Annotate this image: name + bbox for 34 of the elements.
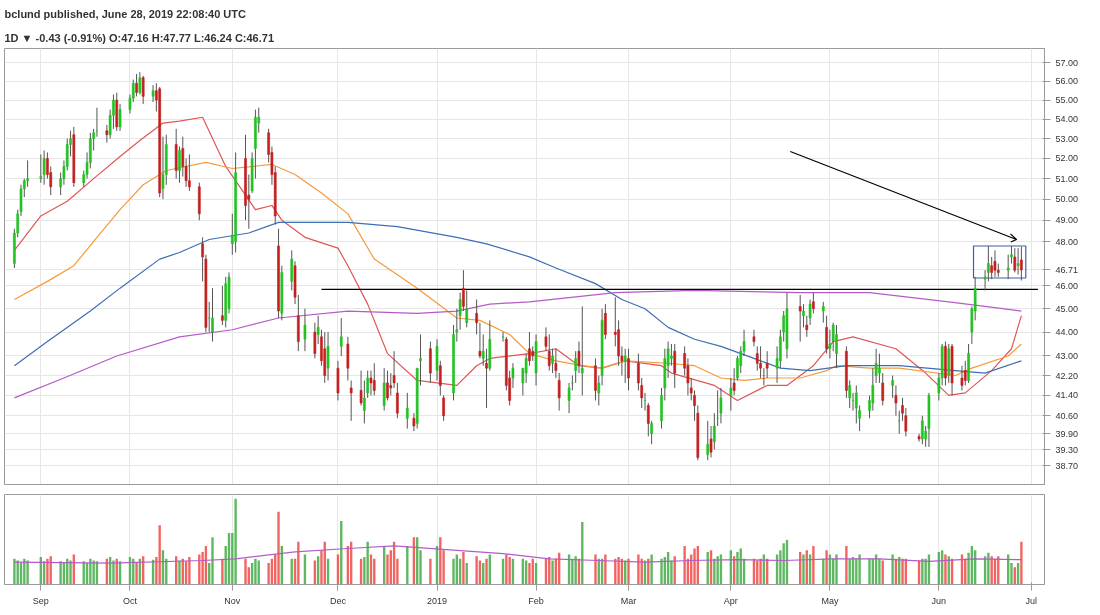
y-tick-label: 56.00 (1055, 76, 1079, 87)
x-tick-label: Oct (122, 595, 138, 606)
x-tick-label: 2019 (427, 595, 448, 606)
y-tick-label: 39.30 (1055, 444, 1079, 455)
y-tick-label: 52.00 (1055, 153, 1079, 164)
y-tick-label: 46.71 (1055, 264, 1079, 275)
y-tick-label: 42.20 (1055, 370, 1079, 381)
y-tick-label: 49.00 (1055, 215, 1079, 226)
y-tick-label: 51.00 (1055, 173, 1079, 184)
y-tick-label: 38.70 (1055, 460, 1079, 471)
y-tick-label: 46.00 (1055, 280, 1079, 291)
y-tick-label: 39.90 (1055, 428, 1079, 439)
x-tick-label: May (821, 595, 839, 606)
x-tick-label: Nov (224, 595, 241, 606)
x-tick-label: Sep (32, 595, 49, 606)
x-tick-label: Apr (723, 595, 738, 606)
x-tick-label: Dec (329, 595, 347, 606)
y-tick-label: 48.00 (1055, 236, 1079, 247)
y-tick-label: 50.00 (1055, 194, 1079, 205)
y-tick-label: 40.60 (1055, 410, 1079, 421)
y-tick-label: 55.00 (1055, 95, 1079, 106)
y-tick-label: 41.40 (1055, 390, 1079, 401)
y-tick-label: 44.00 (1055, 327, 1079, 338)
y-tick-label: 43.00 (1055, 350, 1079, 361)
x-tick-label: Mar (620, 595, 637, 606)
x-tick-label: Jun (931, 595, 947, 606)
x-tick-label: Feb (528, 595, 544, 606)
y-tick-label: 53.00 (1055, 133, 1079, 144)
x-tick-label: Jul (1025, 595, 1038, 606)
y-tick-label: 57.00 (1055, 57, 1079, 68)
y-tick-label: 54.00 (1055, 114, 1079, 125)
y-tick-label: 45.00 (1055, 303, 1079, 314)
chart-subtitle: 1D ▼ -0.43 (-0.91%) O:47.16 H:47.77 L:46.24 C:46.71 (4, 31, 275, 44)
chart-title: bclund published, June 28, 2019 22:08:40 UTC (4, 7, 247, 20)
